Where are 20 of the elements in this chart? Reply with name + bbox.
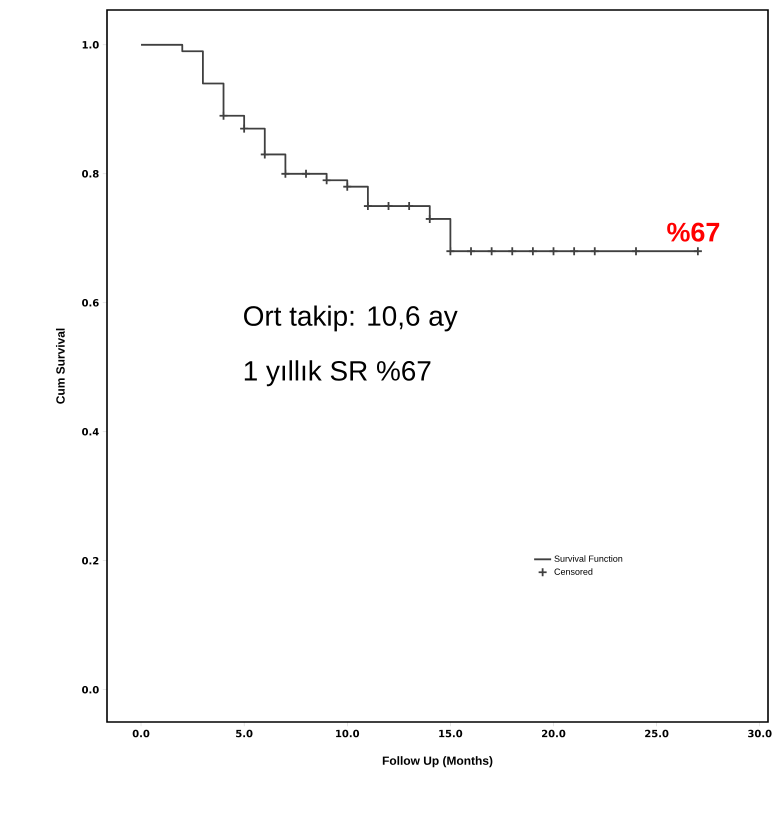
x-tick-label: 25.0 — [645, 730, 668, 738]
annotation: 1 yıllık SR %67 — [244, 360, 430, 386]
x-tick-label: 20.0 — [542, 730, 566, 738]
x-axis-title: Follow Up (Months) — [382, 756, 492, 768]
x-tick-label: 15.0 — [439, 730, 462, 738]
x-tick-label: 10.0 — [336, 730, 360, 738]
y-tick-label: 0.2 — [82, 556, 98, 565]
y-tick-label: 0.0 — [82, 686, 99, 694]
annotation: %67 — [667, 222, 720, 242]
y-tick-label: 1.0 — [82, 41, 99, 49]
y-axis-title: Cum Survival — [56, 328, 65, 404]
x-tick-label: 5.0 — [236, 730, 252, 738]
y-tick-label: 0.4 — [82, 428, 99, 436]
y-tick-label: 0.6 — [82, 299, 99, 307]
annotation: Ort takip: 10,6 ay — [244, 305, 458, 332]
y-tick-label: 0.8 — [82, 170, 99, 178]
legend-label: Survival Function — [554, 555, 622, 562]
x-tick-label: 30.0 — [748, 730, 772, 738]
x-tick-label: 0.0 — [132, 730, 150, 738]
legend-label: Censored — [554, 568, 592, 575]
